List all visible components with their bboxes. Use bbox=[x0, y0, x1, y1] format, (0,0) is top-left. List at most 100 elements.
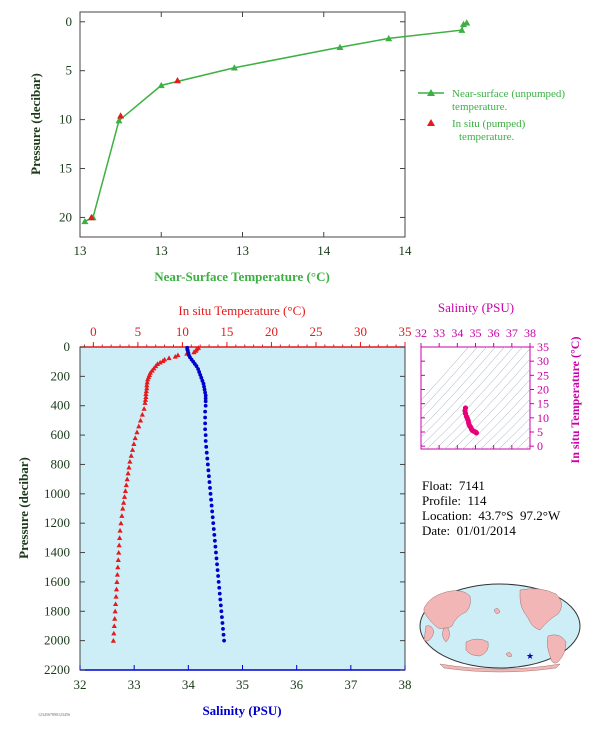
unpumped-point bbox=[115, 117, 123, 124]
salinity-point bbox=[205, 456, 210, 461]
unpumped-point bbox=[157, 81, 165, 89]
salinity-point bbox=[222, 638, 226, 643]
salinity-point bbox=[203, 433, 208, 437]
near-surface-x-label: Near-Surface Temperature (°C) bbox=[154, 269, 330, 284]
ts-y-tick-label: 30 bbox=[537, 354, 549, 368]
temperature-point bbox=[119, 513, 125, 518]
float-info: Float: 7141 Profile: 114 Location: 43.7°… bbox=[422, 478, 560, 538]
near-surface-y-ticks: 0 5 10 15 20 bbox=[59, 14, 405, 224]
profile-y-tick-label: 1200 bbox=[44, 515, 70, 530]
ts-density-contour bbox=[462, 379, 530, 449]
temperature-point bbox=[117, 527, 123, 533]
profile-y-tick-label: 1400 bbox=[44, 545, 70, 560]
near-surface-y-tick-label: 10 bbox=[59, 112, 72, 127]
salinity-point bbox=[203, 409, 208, 414]
map-land bbox=[423, 588, 567, 673]
temperature-point bbox=[143, 388, 149, 394]
salinity-point bbox=[216, 574, 221, 578]
ts-series bbox=[462, 405, 480, 436]
legend-label-pumped: In situ (pumped) temperature. bbox=[452, 118, 526, 143]
ts-density-contour bbox=[421, 347, 505, 438]
temperature-point bbox=[172, 353, 178, 359]
unpumped-point bbox=[385, 34, 393, 42]
location-value: 43.7°S 97.2°W bbox=[478, 508, 561, 523]
temperature-point bbox=[131, 441, 137, 446]
temperature-point bbox=[126, 464, 132, 470]
salinity-point bbox=[215, 562, 219, 567]
profile-y-tick-label: 1600 bbox=[44, 574, 70, 589]
salinity-point bbox=[217, 591, 222, 596]
temperature-point bbox=[143, 391, 149, 397]
salinity-point bbox=[203, 427, 208, 432]
temperature-point bbox=[134, 429, 140, 435]
profile-y-tick-label: 400 bbox=[51, 398, 71, 413]
temperature-point bbox=[113, 586, 120, 592]
legend-marker-pumped bbox=[427, 119, 435, 126]
salinity-point bbox=[210, 509, 215, 514]
ts-density-contour bbox=[426, 347, 523, 449]
profile-label: Profile: bbox=[422, 493, 461, 508]
unpumped-point bbox=[458, 26, 466, 33]
ts-density-contour bbox=[480, 398, 530, 449]
near-surface-x-tick-label: 14 bbox=[317, 243, 331, 258]
ts-y-label: In situ Temperature (°C) bbox=[568, 337, 582, 464]
profile-x-tick-label: 33 bbox=[128, 677, 141, 692]
temperature-point bbox=[125, 470, 131, 476]
salinity-point bbox=[209, 503, 214, 508]
salinity-point bbox=[207, 474, 211, 479]
temperature-point bbox=[116, 549, 122, 555]
near-surface-y-tick-label: 5 bbox=[66, 63, 73, 78]
ts-density-contour bbox=[435, 348, 530, 449]
salinity-point bbox=[202, 387, 207, 392]
salinity-point bbox=[213, 544, 218, 549]
date-label: Date: bbox=[422, 523, 451, 538]
salinity-point bbox=[219, 609, 224, 614]
profile-x-tick-label: 35 bbox=[236, 677, 249, 692]
legend-label-unpumped: Near-surface (unpumped) temperature. bbox=[452, 88, 565, 113]
temperature-point bbox=[113, 601, 119, 607]
temperature-point bbox=[115, 557, 121, 562]
profile-top-x-tick-label: 10 bbox=[176, 324, 189, 339]
salinity-point bbox=[207, 480, 212, 484]
profile-ticks: 32 33 34 35 36 37 38 0 5 10 15 20 25 30 35 0 200 400 600 80… bbox=[44, 324, 412, 692]
temperature-point bbox=[143, 394, 149, 399]
salinity-point bbox=[201, 381, 206, 386]
salinity-point bbox=[214, 556, 219, 561]
near-surface-plot-frame bbox=[79, 11, 406, 238]
salinity-point bbox=[204, 450, 209, 455]
salinity-point bbox=[203, 421, 208, 426]
ts-density-contour bbox=[421, 347, 469, 401]
temperature-point bbox=[132, 435, 138, 441]
profile-x-tick-label: 34 bbox=[182, 677, 196, 692]
ts-density-contour bbox=[421, 347, 478, 411]
ts-y-tick-label: 10 bbox=[537, 411, 549, 425]
salinity-point bbox=[203, 403, 208, 408]
salinity-point bbox=[203, 439, 208, 443]
temperature-point bbox=[141, 406, 147, 411]
temperature-point bbox=[118, 520, 124, 526]
ts-x-tick-label: 32 bbox=[415, 326, 427, 340]
salinity-point bbox=[203, 415, 208, 420]
temperature-point bbox=[111, 623, 117, 629]
profile-y-tick-label: 2200 bbox=[44, 662, 70, 677]
near-surface-x-tick-label: 13 bbox=[155, 243, 168, 258]
salinity-point bbox=[203, 390, 208, 395]
near-surface-x-tick-label: 13 bbox=[236, 243, 249, 258]
salinity-point bbox=[211, 527, 216, 531]
salinity-point bbox=[203, 399, 208, 404]
profile-y-tick-label: 200 bbox=[51, 368, 71, 383]
salinity-point bbox=[218, 597, 223, 602]
profile-top-x-tick-label: 0 bbox=[90, 324, 97, 339]
salinity-point bbox=[220, 615, 224, 620]
profile-x-tick-label: 37 bbox=[344, 677, 358, 692]
temperature-point bbox=[160, 358, 166, 364]
profile-y-tick-label: 2000 bbox=[44, 633, 70, 648]
profile-x-tick-label: 38 bbox=[399, 677, 412, 692]
profile-y-label: Pressure (decibar) bbox=[16, 457, 31, 559]
salinity-point bbox=[199, 375, 204, 380]
salinity-point bbox=[216, 580, 221, 584]
ts-x-tick-label: 37 bbox=[506, 326, 518, 340]
near-surface-y-tick-label: 15 bbox=[59, 161, 72, 176]
salinity-point bbox=[212, 533, 217, 537]
salinity-point bbox=[214, 550, 218, 555]
